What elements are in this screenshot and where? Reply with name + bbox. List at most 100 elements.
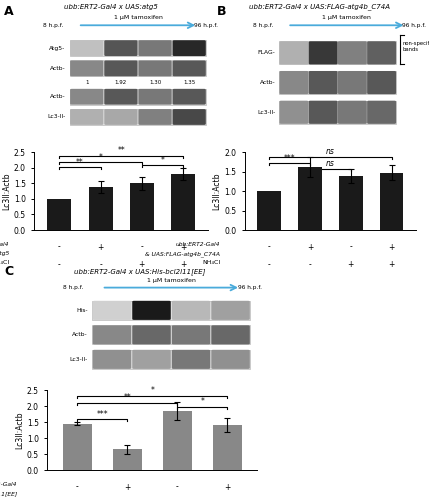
Text: His-: His- — [76, 308, 88, 313]
Y-axis label: Lc3II:Actb: Lc3II:Actb — [15, 411, 24, 449]
Bar — [257, 191, 281, 230]
FancyBboxPatch shape — [172, 350, 210, 369]
Text: 1: 1 — [85, 80, 88, 85]
FancyBboxPatch shape — [104, 40, 138, 56]
FancyBboxPatch shape — [139, 89, 172, 104]
Text: +: + — [307, 242, 313, 252]
Text: ubb:ERT2-Gal4 x UAS:atg5: ubb:ERT2-Gal4 x UAS:atg5 — [63, 4, 157, 10]
FancyBboxPatch shape — [69, 89, 206, 104]
FancyBboxPatch shape — [92, 326, 250, 344]
Text: -: - — [58, 242, 60, 252]
Bar — [88, 187, 112, 230]
Bar — [113, 449, 142, 470]
Text: ubb:ERT2-Gal4: ubb:ERT2-Gal4 — [175, 242, 220, 248]
Text: **: ** — [76, 158, 84, 166]
Text: Lc3-II-: Lc3-II- — [47, 114, 66, 119]
FancyBboxPatch shape — [139, 109, 172, 125]
FancyBboxPatch shape — [70, 89, 103, 104]
Text: B: B — [217, 5, 226, 18]
FancyBboxPatch shape — [367, 42, 396, 64]
FancyBboxPatch shape — [139, 60, 172, 76]
Text: Actb-: Actb- — [50, 94, 66, 99]
Text: 1.35: 1.35 — [183, 80, 195, 85]
FancyBboxPatch shape — [132, 301, 171, 320]
Text: 1 µM tamoxifen: 1 µM tamoxifen — [147, 278, 196, 283]
Text: Actb-: Actb- — [260, 80, 275, 85]
Text: NH₄Cl: NH₄Cl — [202, 260, 220, 265]
FancyBboxPatch shape — [279, 100, 308, 124]
FancyBboxPatch shape — [70, 60, 103, 76]
Bar — [171, 174, 195, 230]
Text: -: - — [176, 482, 179, 492]
FancyBboxPatch shape — [69, 109, 206, 125]
FancyBboxPatch shape — [338, 71, 367, 94]
Text: ***: *** — [284, 154, 295, 162]
Text: +: + — [180, 242, 187, 252]
Text: -: - — [76, 482, 79, 492]
Text: +: + — [388, 260, 395, 269]
Y-axis label: Lc3II:Actb: Lc3II:Actb — [212, 172, 221, 210]
FancyBboxPatch shape — [211, 326, 250, 344]
Bar — [298, 167, 322, 230]
FancyBboxPatch shape — [172, 60, 206, 76]
Text: +: + — [139, 260, 145, 269]
FancyBboxPatch shape — [132, 326, 171, 344]
FancyBboxPatch shape — [132, 350, 171, 369]
Text: -: - — [308, 260, 311, 269]
Text: ***: *** — [97, 410, 108, 419]
Bar — [130, 184, 154, 230]
FancyBboxPatch shape — [92, 301, 250, 320]
FancyBboxPatch shape — [69, 40, 206, 56]
FancyBboxPatch shape — [172, 40, 206, 56]
FancyBboxPatch shape — [308, 100, 338, 124]
Bar — [63, 424, 92, 470]
Bar — [163, 411, 192, 470]
FancyBboxPatch shape — [172, 326, 210, 344]
Text: +: + — [347, 260, 354, 269]
FancyBboxPatch shape — [338, 42, 367, 64]
Bar — [380, 172, 403, 230]
Text: 96 h.p.f.: 96 h.p.f. — [194, 23, 218, 28]
FancyBboxPatch shape — [279, 100, 396, 124]
Text: ubb:ERT2-Gal4: ubb:ERT2-Gal4 — [0, 482, 17, 488]
FancyBboxPatch shape — [93, 350, 131, 369]
Text: -: - — [58, 260, 60, 269]
FancyBboxPatch shape — [104, 109, 138, 125]
FancyBboxPatch shape — [104, 60, 138, 76]
FancyBboxPatch shape — [172, 301, 210, 320]
Text: non-specific
bands: non-specific bands — [402, 41, 429, 52]
Text: FLAG-: FLAG- — [257, 50, 275, 56]
Text: 1 µM tamoxifen: 1 µM tamoxifen — [322, 15, 371, 20]
Text: -: - — [141, 242, 143, 252]
Text: **: ** — [124, 393, 131, 402]
Text: & UAS:atg5: & UAS:atg5 — [0, 251, 9, 256]
Text: *: * — [160, 156, 164, 164]
FancyBboxPatch shape — [172, 109, 206, 125]
Text: ns: ns — [326, 148, 335, 156]
Text: 8 h.p.f.: 8 h.p.f. — [43, 23, 63, 28]
FancyBboxPatch shape — [367, 71, 396, 94]
FancyBboxPatch shape — [70, 40, 103, 56]
FancyBboxPatch shape — [279, 42, 396, 64]
Text: & UAS:His-bcl2l11[EE]: & UAS:His-bcl2l11[EE] — [0, 491, 17, 496]
FancyBboxPatch shape — [308, 71, 338, 94]
Text: ubb:ERT2-Gal4 x UAS:FLAG-atg4b_C74A: ubb:ERT2-Gal4 x UAS:FLAG-atg4b_C74A — [249, 3, 390, 10]
Text: Atg5-: Atg5- — [49, 46, 66, 51]
FancyBboxPatch shape — [70, 109, 103, 125]
Text: *: * — [150, 386, 154, 395]
Text: A: A — [4, 5, 14, 18]
Text: +: + — [180, 260, 187, 269]
FancyBboxPatch shape — [279, 71, 396, 94]
Text: *: * — [200, 397, 204, 406]
Text: 8 h.p.f.: 8 h.p.f. — [253, 23, 273, 28]
Text: 96 h.p.f.: 96 h.p.f. — [402, 23, 426, 28]
Text: NH₄Cl: NH₄Cl — [0, 260, 9, 265]
Text: Actb-: Actb- — [50, 66, 66, 71]
FancyBboxPatch shape — [279, 42, 308, 64]
Text: Lc3-II-: Lc3-II- — [257, 110, 275, 115]
FancyBboxPatch shape — [139, 40, 172, 56]
Text: +: + — [388, 242, 395, 252]
Text: 1.92: 1.92 — [115, 80, 127, 85]
Text: Actb-: Actb- — [72, 332, 88, 338]
Text: -: - — [349, 242, 352, 252]
